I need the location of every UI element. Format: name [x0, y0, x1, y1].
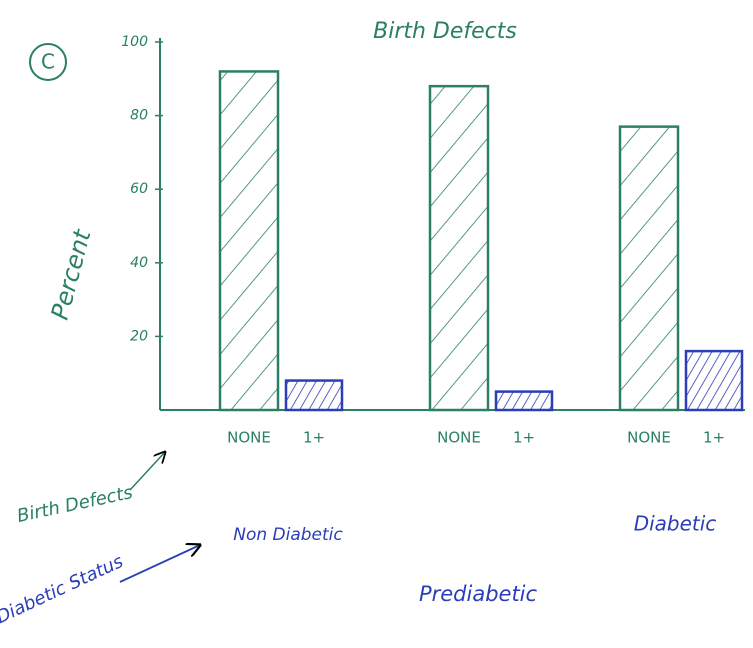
x-tick-label: NONE [627, 429, 671, 447]
x-tick-label: 1+ [303, 429, 325, 447]
group-label: Non Diabetic [233, 525, 343, 545]
y-tick-label: 60 [130, 181, 148, 197]
bar [684, 349, 744, 412]
x-tick-label: 1+ [703, 429, 725, 447]
group-label: Prediabetic [419, 582, 538, 606]
panel-circle [29, 43, 67, 81]
y-tick-label: 100 [121, 34, 148, 50]
bar [428, 84, 490, 412]
x-tick-label: NONE [227, 429, 271, 447]
y-tick-label: 80 [130, 108, 148, 124]
annotation: Birth Defects [15, 482, 134, 527]
group-label: Diabetic [634, 512, 717, 536]
arrow [129, 452, 165, 491]
bar [218, 70, 280, 412]
x-tick-label: 1+ [513, 429, 535, 447]
panel-label: C [41, 50, 55, 74]
y-axis-label: Percent [46, 225, 97, 322]
y-tick-label: 40 [130, 255, 148, 271]
chart-title: Birth Defects [373, 19, 517, 44]
bar [284, 379, 344, 412]
bar [618, 125, 680, 412]
annotation: Diabetic Status [0, 551, 127, 628]
bar [494, 390, 554, 412]
x-tick-label: NONE [437, 429, 481, 447]
arrow [119, 545, 200, 583]
y-tick-label: 20 [130, 328, 148, 344]
